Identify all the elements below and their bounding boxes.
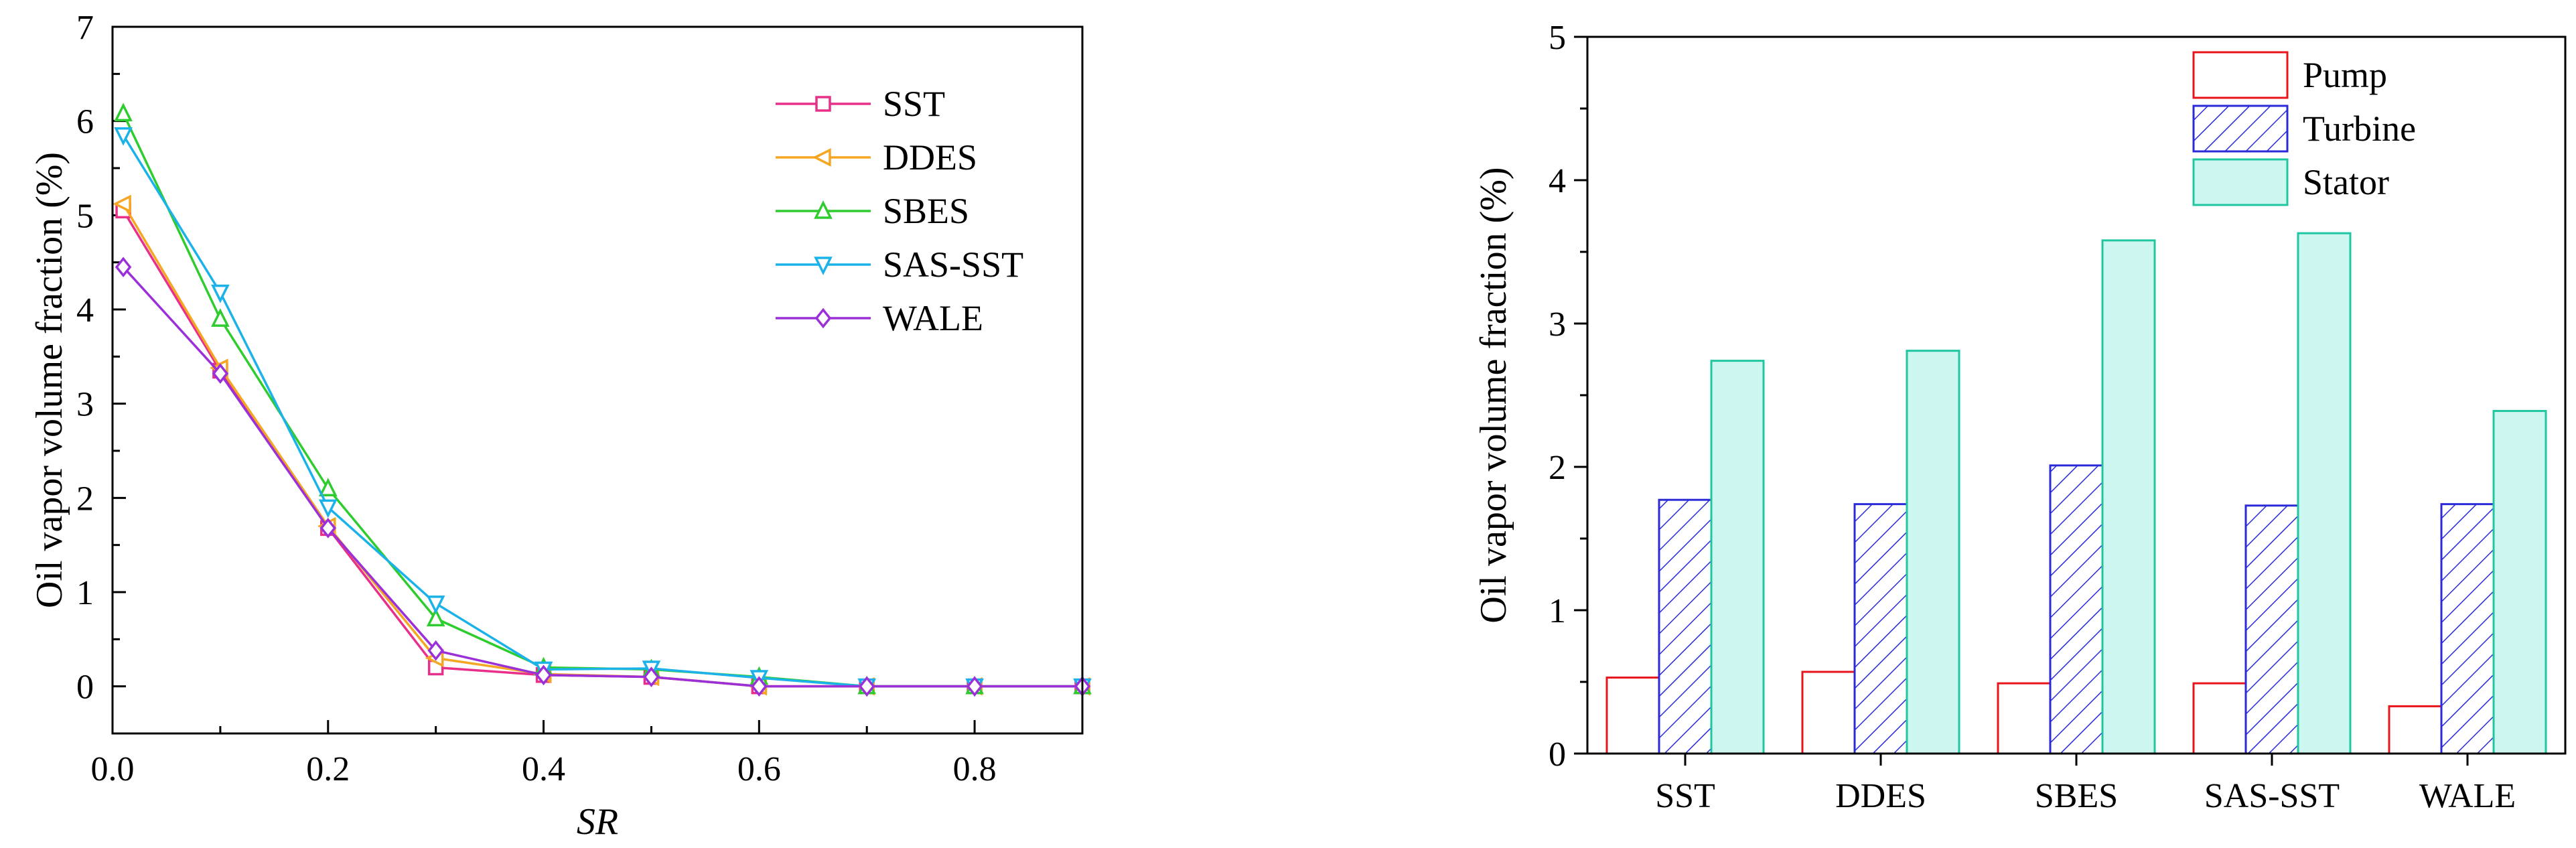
legend-marker-sst	[815, 96, 831, 112]
bar-pump-sas-sst	[2192, 682, 2247, 755]
legend-swatch-turbine	[2192, 104, 2289, 153]
line-chart-plot-frame	[111, 25, 1084, 735]
bar-chart-legend: Pump Turbine Stator	[2192, 51, 2416, 206]
line-chart: 0.0 0.2 0.4 0.6 0.8 0 1 2 3 4 5 6 7 SR Oil vapor vol…	[29, 9, 1092, 843]
legend-marker-ddes	[812, 148, 831, 167]
data-point-wale	[115, 257, 132, 278]
bar-chart: 0 1 2 3 4 5 SST DDES SBES SAS-SST WALE Oil vapor v…	[1473, 19, 2567, 815]
bar-turbine-ddes	[1853, 503, 1908, 755]
legend-item-ddes: DDES	[776, 137, 977, 178]
data-point-wale	[535, 664, 552, 686]
data-point-wale	[751, 676, 768, 697]
data-point-sas-sst	[114, 127, 133, 146]
bar-pump-sbes	[1997, 682, 2052, 755]
data-point-sbes	[426, 608, 445, 627]
x-tick-label: 0.8	[953, 750, 997, 788]
y-tick-label: 4	[76, 291, 94, 330]
x-tick-label: 0.2	[306, 750, 350, 788]
data-point-wale	[966, 676, 983, 697]
data-point-sas-sst	[211, 284, 230, 303]
bar-chart-bars	[1605, 232, 2547, 755]
legend-item-sas-sst: SAS-SST	[776, 244, 1023, 285]
legend-marker-sbes	[814, 200, 833, 219]
line-chart-y-axis-title: Oil vapor volume fraction (%)	[29, 152, 70, 608]
data-point-wale	[858, 676, 875, 697]
bar-pump-wale	[2388, 705, 2443, 755]
legend-item-stator: Stator	[2192, 158, 2389, 206]
bar-stator-wale	[2492, 410, 2547, 755]
data-point-wale	[643, 666, 660, 687]
y-tick-label: 0	[1549, 735, 1566, 774]
legend-swatch-stator	[2192, 158, 2289, 206]
y-tick-label: 3	[76, 386, 94, 424]
y-tick-label: 2	[76, 480, 94, 518]
y-tick-label: 5	[76, 197, 94, 235]
legend-label-sas-sst: SAS-SST	[883, 244, 1023, 285]
bar-pump-sst	[1605, 677, 1660, 755]
y-tick-label: 1	[76, 574, 94, 612]
legend-label-sst: SST	[883, 84, 945, 124]
data-point-wale	[212, 363, 229, 384]
bar-chart-ticks	[1574, 36, 2469, 766]
line-chart-legend: SST DDES SBES SAS-SST WALE	[776, 84, 1023, 338]
y-tick-label: 0	[76, 668, 94, 707]
series-wale	[115, 257, 1091, 697]
line-chart-ticks	[111, 25, 976, 735]
bar-stator-sst	[1710, 360, 1765, 755]
legend-item-sbes: SBES	[776, 191, 969, 231]
y-tick-label: 2	[1549, 449, 1566, 487]
x-tick-label: 0.4	[522, 750, 565, 788]
bar-stator-sbes	[2101, 239, 2156, 755]
data-point-sas-sst	[426, 595, 445, 614]
series-line-wale	[122, 266, 1082, 688]
data-point-sbes	[114, 102, 133, 122]
legend-swatch-pump	[2192, 51, 2289, 99]
bar-stator-sas-sst	[2297, 232, 2352, 755]
bar-turbine-sas-sst	[2244, 504, 2299, 755]
bar-turbine-sst	[1658, 498, 1713, 755]
x-tick-label: SBES	[2035, 777, 2118, 815]
y-tick-label: 3	[1549, 305, 1566, 344]
x-tick-label: SAS-SST	[2204, 777, 2340, 815]
x-tick-label: WALE	[2419, 777, 2516, 815]
data-point-sas-sst	[318, 499, 338, 518]
bar-turbine-wale	[2440, 503, 2495, 755]
x-tick-label: SST	[1655, 777, 1715, 815]
data-point-sbes	[318, 478, 338, 497]
y-tick-label: 6	[76, 103, 94, 141]
bar-stator-ddes	[1906, 350, 1960, 755]
legend-item-sst: SST	[776, 84, 945, 124]
y-tick-label: 4	[1549, 162, 1566, 200]
legend-label-ddes: DDES	[883, 137, 977, 178]
data-point-wale	[427, 640, 444, 661]
bar-pump-ddes	[1801, 670, 1856, 755]
line-chart-x-axis-title: SR	[577, 801, 618, 843]
legend-marker-sas-sst	[814, 257, 833, 275]
legend-item-wale: WALE	[776, 298, 983, 338]
line-chart-series	[113, 102, 1092, 697]
legend-item-pump: Pump	[2192, 51, 2387, 99]
legend-label-pump: Pump	[2303, 55, 2387, 95]
legend-item-turbine: Turbine	[2192, 104, 2416, 153]
data-point-sbes	[211, 308, 230, 327]
legend-marker-wale	[814, 307, 832, 329]
legend-label-sbes: SBES	[883, 191, 969, 231]
x-tick-label: 0.0	[91, 750, 135, 788]
legend-label-turbine: Turbine	[2303, 109, 2416, 149]
data-point-wale	[319, 518, 337, 539]
bar-turbine-sbes	[2049, 464, 2104, 755]
data-point-ddes	[113, 194, 131, 214]
bar-chart-y-axis-title: Oil vapor volume fraction (%)	[1473, 167, 1514, 623]
bar-chart-plot-frame	[1586, 36, 2567, 755]
y-tick-label: 5	[1549, 19, 1566, 57]
bar-chart-tick-labels: 0 1 2 3 4 5 SST DDES SBES SAS-SST WALE	[1549, 19, 2516, 815]
legend-label-stator: Stator	[2303, 162, 2389, 202]
x-tick-label: 0.6	[737, 750, 781, 788]
x-tick-label: DDES	[1835, 777, 1926, 815]
line-chart-tick-labels: 0.0 0.2 0.4 0.6 0.8 0 1 2 3 4 5 6 7	[76, 9, 997, 788]
legend-label-wale: WALE	[883, 298, 983, 338]
y-tick-label: 1	[1549, 592, 1566, 630]
y-tick-label: 7	[76, 9, 94, 47]
